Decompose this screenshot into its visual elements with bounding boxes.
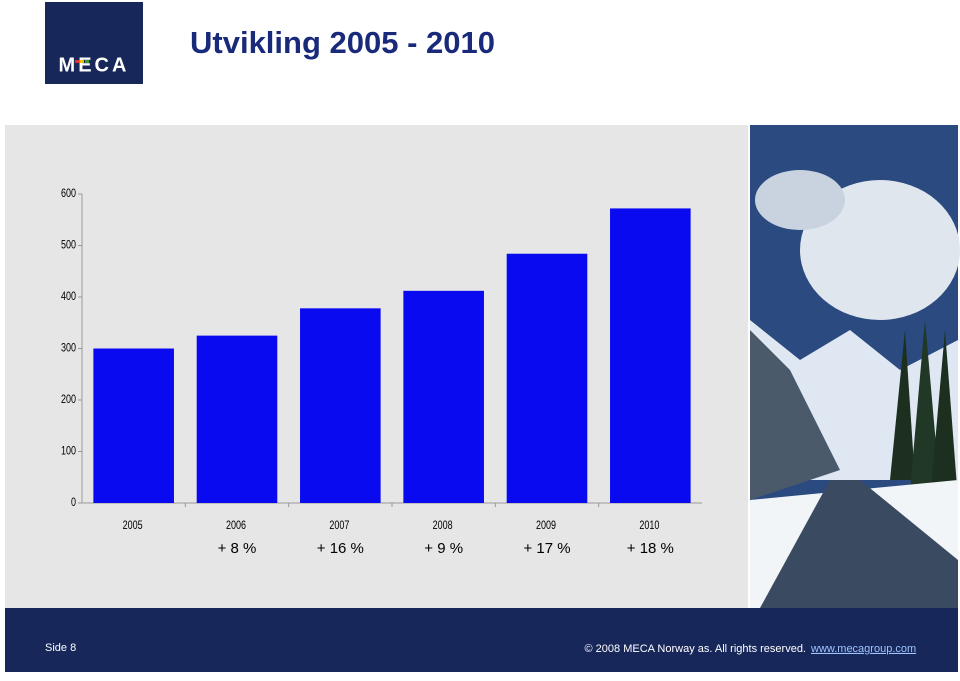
y-tick-label: 300 (61, 341, 76, 355)
page-number: Side 8 (45, 642, 76, 654)
x-tick-label: 2009 (536, 519, 556, 533)
tree (890, 330, 915, 480)
x-tick-label: 2010 (639, 519, 659, 533)
x-tick-label: 2007 (329, 519, 349, 533)
title: Utvikling 2005 - 2010 (190, 25, 495, 60)
plot: 0 100 200 300 400 500 600 2005 2006 + 8 % 2007 + 16… (61, 187, 702, 557)
bar (196, 335, 278, 503)
x-tick-label: 2005 (123, 519, 143, 533)
y-tick-label: 200 (61, 393, 76, 407)
y-tick-label: 600 (61, 187, 76, 201)
growth-label: + 18 % (627, 540, 674, 557)
slope (750, 330, 840, 500)
y-tick-label: 500 (61, 238, 76, 252)
growth-label: + 17 % (523, 540, 570, 557)
y-tick-label: 100 (61, 444, 76, 458)
road (760, 480, 958, 608)
bar (300, 308, 381, 503)
logo-accent (85, 60, 89, 63)
logo-accent (80, 60, 84, 63)
x-tick-label: 2006 (226, 519, 246, 533)
cloud (800, 180, 960, 320)
bar (610, 208, 691, 504)
bar (506, 253, 588, 503)
x-tick-label: 2008 (433, 519, 453, 533)
growth-label: + 8 % (218, 540, 257, 557)
logo-accent (75, 60, 79, 63)
footer-bar (5, 608, 958, 672)
growth-label: + 9 % (424, 540, 463, 557)
logo-box (45, 2, 143, 84)
link[interactable]: www.mecagroup.com (810, 643, 916, 655)
copyright: © 2008 MECA Norway as. All rights reserv… (585, 643, 806, 655)
tree (930, 330, 958, 500)
bar (403, 290, 484, 503)
growth-label: + 16 % (317, 540, 364, 557)
logo: MECA (59, 54, 130, 76)
cloud (755, 170, 845, 230)
photo (750, 125, 960, 608)
y-tick-label: 0 (71, 496, 76, 510)
tree (910, 320, 940, 490)
y-tick-label: 400 (61, 290, 76, 304)
bar (93, 348, 174, 503)
